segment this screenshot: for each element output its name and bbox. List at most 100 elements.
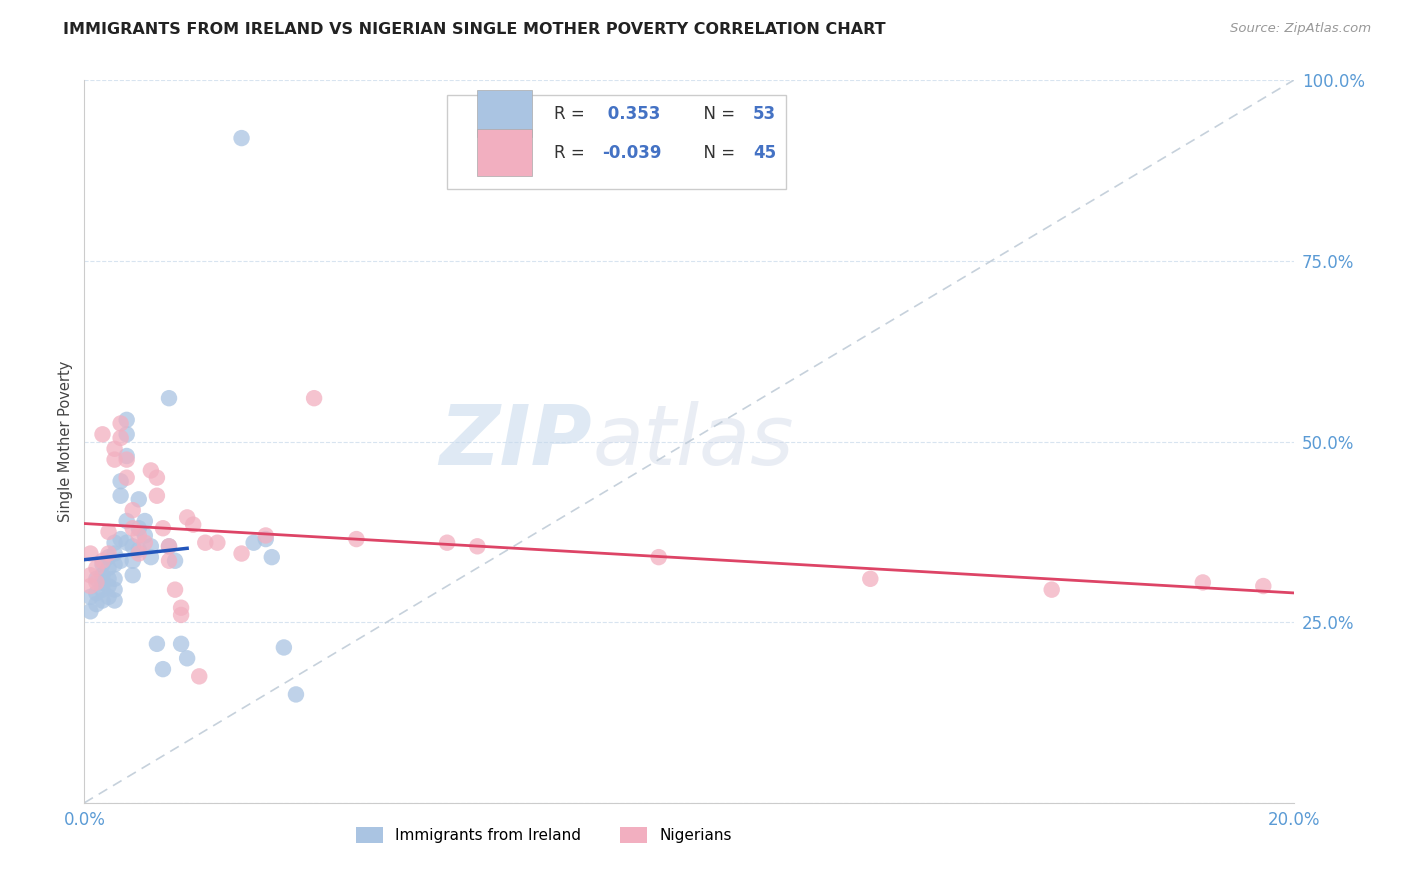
Point bbox=[157, 391, 180, 405]
Point bbox=[104, 547, 127, 561]
Point bbox=[86, 586, 108, 600]
Point bbox=[110, 475, 132, 489]
Point bbox=[86, 575, 108, 590]
Point bbox=[110, 532, 132, 546]
Point bbox=[152, 521, 174, 535]
Point bbox=[115, 514, 138, 528]
Point bbox=[97, 590, 120, 604]
Point bbox=[121, 521, 143, 535]
Point bbox=[121, 568, 143, 582]
Point bbox=[115, 470, 138, 484]
FancyBboxPatch shape bbox=[447, 95, 786, 189]
FancyBboxPatch shape bbox=[478, 90, 531, 137]
Point bbox=[302, 391, 325, 405]
Point bbox=[139, 463, 162, 477]
Point bbox=[121, 539, 143, 553]
Text: IMMIGRANTS FROM IRELAND VS NIGERIAN SINGLE MOTHER POVERTY CORRELATION CHART: IMMIGRANTS FROM IRELAND VS NIGERIAN SING… bbox=[63, 22, 886, 37]
Point bbox=[97, 561, 120, 575]
Point bbox=[152, 662, 174, 676]
Text: -0.039: -0.039 bbox=[602, 144, 661, 161]
Legend: Immigrants from Ireland, Nigerians: Immigrants from Ireland, Nigerians bbox=[350, 822, 738, 849]
Point bbox=[170, 600, 193, 615]
Text: R =: R = bbox=[554, 105, 589, 123]
Point bbox=[157, 554, 180, 568]
Point bbox=[91, 575, 114, 590]
Point bbox=[128, 528, 150, 542]
Point bbox=[110, 417, 132, 431]
Point bbox=[79, 604, 101, 618]
Point bbox=[115, 452, 138, 467]
Text: 53: 53 bbox=[754, 105, 776, 123]
Point bbox=[242, 535, 264, 549]
Point bbox=[104, 452, 127, 467]
Text: 0.353: 0.353 bbox=[602, 105, 661, 123]
Point bbox=[134, 514, 156, 528]
Point bbox=[128, 521, 150, 535]
Point bbox=[91, 427, 114, 442]
Point bbox=[176, 651, 198, 665]
Point bbox=[110, 554, 132, 568]
Point bbox=[110, 489, 132, 503]
Point bbox=[134, 535, 156, 549]
Text: 45: 45 bbox=[754, 144, 776, 161]
Point bbox=[104, 582, 127, 597]
Point bbox=[1040, 582, 1063, 597]
Text: ZIP: ZIP bbox=[440, 401, 592, 482]
Point bbox=[260, 550, 283, 565]
Point bbox=[91, 582, 114, 597]
Point bbox=[115, 427, 138, 442]
Point bbox=[134, 528, 156, 542]
Y-axis label: Single Mother Poverty: Single Mother Poverty bbox=[58, 361, 73, 522]
Point bbox=[170, 637, 193, 651]
Point bbox=[128, 492, 150, 507]
Point bbox=[79, 590, 101, 604]
Point bbox=[139, 539, 162, 553]
Point bbox=[254, 528, 277, 542]
Point bbox=[115, 449, 138, 463]
Point bbox=[104, 593, 127, 607]
Point bbox=[110, 431, 132, 445]
Point bbox=[146, 470, 169, 484]
Point bbox=[86, 561, 108, 575]
Point bbox=[79, 579, 101, 593]
Point bbox=[859, 572, 882, 586]
Point bbox=[181, 517, 204, 532]
Text: N =: N = bbox=[693, 144, 740, 161]
Point bbox=[285, 687, 308, 701]
Point bbox=[467, 539, 489, 553]
Point bbox=[194, 535, 217, 549]
Point bbox=[115, 413, 138, 427]
Point bbox=[97, 524, 120, 539]
Point bbox=[231, 547, 253, 561]
Point bbox=[207, 535, 229, 549]
Point bbox=[157, 539, 180, 553]
Point bbox=[97, 550, 120, 565]
Point bbox=[121, 503, 143, 517]
Text: atlas: atlas bbox=[592, 401, 794, 482]
Point bbox=[1192, 575, 1215, 590]
Point bbox=[648, 550, 671, 565]
Point bbox=[91, 568, 114, 582]
Text: Source: ZipAtlas.com: Source: ZipAtlas.com bbox=[1230, 22, 1371, 36]
Point bbox=[231, 131, 253, 145]
Point bbox=[146, 637, 169, 651]
Point bbox=[128, 542, 150, 557]
Point bbox=[436, 535, 458, 549]
Point bbox=[188, 669, 211, 683]
Point bbox=[121, 554, 143, 568]
Text: R =: R = bbox=[554, 144, 589, 161]
Point bbox=[97, 579, 120, 593]
Text: N =: N = bbox=[693, 105, 740, 123]
Point bbox=[254, 532, 277, 546]
Point bbox=[1253, 579, 1275, 593]
Point bbox=[170, 607, 193, 622]
Point bbox=[104, 558, 127, 572]
Point bbox=[91, 593, 114, 607]
Point bbox=[104, 535, 127, 549]
Point bbox=[157, 539, 180, 553]
Point bbox=[128, 547, 150, 561]
Point bbox=[91, 554, 114, 568]
Point bbox=[139, 550, 162, 565]
Point bbox=[273, 640, 295, 655]
Point bbox=[91, 558, 114, 572]
